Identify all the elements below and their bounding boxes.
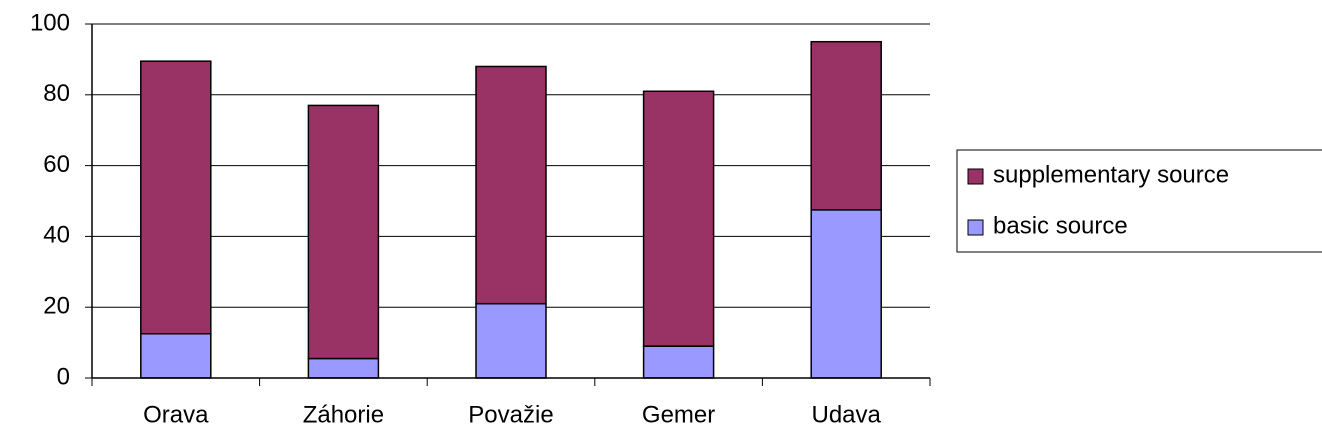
y-tick-label: 40	[43, 222, 70, 249]
bar-segment	[475, 302, 547, 379]
bar-segment	[642, 345, 715, 379]
bar-segment	[642, 90, 715, 347]
legend-label: supplementary source	[993, 161, 1229, 188]
bar-segment	[810, 209, 882, 379]
bar-segment	[307, 104, 380, 360]
x-tick-label: Udava	[812, 401, 882, 428]
bar-segment	[475, 65, 547, 305]
bar-segment	[307, 357, 380, 379]
x-tick-label: Gemer	[642, 401, 715, 428]
legend-label: basic source	[993, 212, 1128, 239]
x-tick-label: Orava	[143, 401, 209, 428]
bar-segment	[140, 60, 212, 335]
y-tick-label: 60	[43, 151, 70, 178]
x-tick-label: Záhorie	[303, 401, 384, 428]
legend-swatch	[967, 168, 984, 185]
bar-segment	[810, 40, 882, 211]
y-tick-label: 20	[43, 293, 70, 320]
y-tick-label: 100	[30, 9, 70, 36]
bar-segment	[140, 333, 212, 379]
legend-box	[956, 149, 1322, 253]
x-tick-label: Považie	[468, 401, 553, 428]
legend-swatch	[967, 219, 984, 236]
y-tick-label: 0	[57, 363, 70, 390]
y-tick-label: 80	[43, 80, 70, 107]
